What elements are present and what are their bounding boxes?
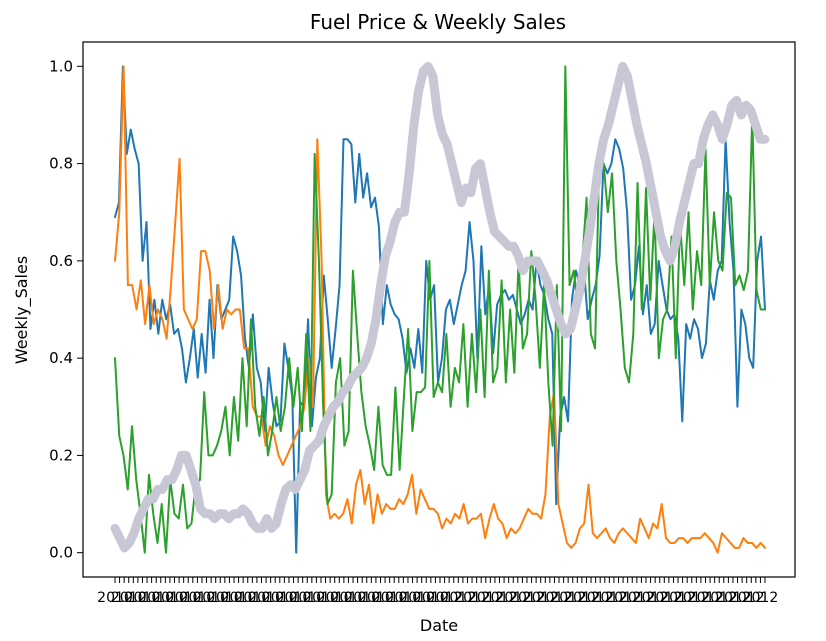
x-tick-label: 2010 (358, 590, 394, 606)
x-tick-label: 2012 (619, 590, 655, 606)
chart-title: Fuel Price & Weekly Sales (310, 10, 566, 34)
x-tick-label: 2012 (550, 590, 586, 606)
x-tick-label: 2012 (578, 590, 614, 606)
x-tick-label: 2012 (468, 590, 504, 606)
y-tick-label: 0.0 (49, 544, 73, 562)
x-tick-label: 2010 (413, 590, 449, 606)
x-tick-label: 2012 (646, 590, 682, 606)
x-tick-label: 2012 (427, 590, 463, 606)
x-tick-label: 2010 (386, 590, 422, 606)
series-line-3 (114, 65, 766, 554)
x-tick-label: 2010 (138, 590, 174, 606)
x-tick-label: 2010 (235, 590, 271, 606)
x-tick-label: 2010 (399, 590, 435, 606)
x-axis: 2010201020102010201020102010201020102010… (97, 577, 778, 606)
x-tick-label: 2010 (248, 590, 284, 606)
y-tick-label: 0.2 (49, 446, 73, 464)
x-tick-label: 2012 (633, 590, 669, 606)
x-tick-label: 2012 (715, 590, 751, 606)
y-tick-label: 1.0 (49, 57, 73, 75)
x-tick-label: 2012 (660, 590, 696, 606)
x-tick-label: 2010 (276, 590, 312, 606)
x-tick-label: 2010 (289, 590, 325, 606)
x-tick-label: 2010 (221, 590, 257, 606)
x-tick-label: 2010 (193, 590, 229, 606)
y-axis: 0.0 0.2 0.4 0.6 0.8 1.0 (49, 57, 83, 562)
series-line-2 (114, 65, 766, 554)
x-tick-label: 2010 (166, 590, 202, 606)
x-tick-label: 2010 (97, 590, 133, 606)
x-tick-label: 2010 (262, 590, 298, 606)
x-tick-label: 2012 (592, 590, 628, 606)
x-tick-label: 2012 (523, 590, 559, 606)
y-tick-label: 0.4 (49, 349, 73, 367)
y-tick-label: 0.8 (49, 155, 73, 173)
x-tick-label: 2010 (344, 590, 380, 606)
x-tick-label: 2010 (125, 590, 161, 606)
x-tick-label: 2012 (482, 590, 518, 606)
x-tick-label: 2010 (303, 590, 339, 606)
x-tick-label: 2012 (440, 590, 476, 606)
x-tick-label: 2012 (454, 590, 490, 606)
x-tick-label: 2010 (207, 590, 243, 606)
y-axis-label: Weekly_Sales (12, 256, 32, 364)
plot-area (82, 41, 796, 578)
x-tick-label: 2010 (317, 590, 353, 606)
x-tick-label: 2012 (688, 590, 724, 606)
series-layer (110, 61, 770, 554)
x-tick-label: 2010 (111, 590, 147, 606)
x-tick-label: 2012 (729, 590, 765, 606)
x-tick-label: 2012 (537, 590, 573, 606)
x-axis-label: Date (420, 616, 458, 635)
x-tick-label: 2012 (743, 590, 779, 606)
x-tick-label: 2010 (180, 590, 216, 606)
series-line-4 (110, 61, 770, 553)
x-tick-label: 2012 (495, 590, 531, 606)
x-tick-label: 2012 (674, 590, 710, 606)
x-tick-label: 2010 (331, 590, 367, 606)
x-tick-label: 2012 (701, 590, 737, 606)
plot-frame (82, 41, 796, 578)
y-tick-label: 0.6 (49, 252, 73, 270)
x-tick-label: 2012 (564, 590, 600, 606)
x-tick-label: 2012 (509, 590, 545, 606)
x-tick-label: 2012 (605, 590, 641, 606)
x-tick-label: 2010 (372, 590, 408, 606)
x-tick-label: 2010 (152, 590, 188, 606)
